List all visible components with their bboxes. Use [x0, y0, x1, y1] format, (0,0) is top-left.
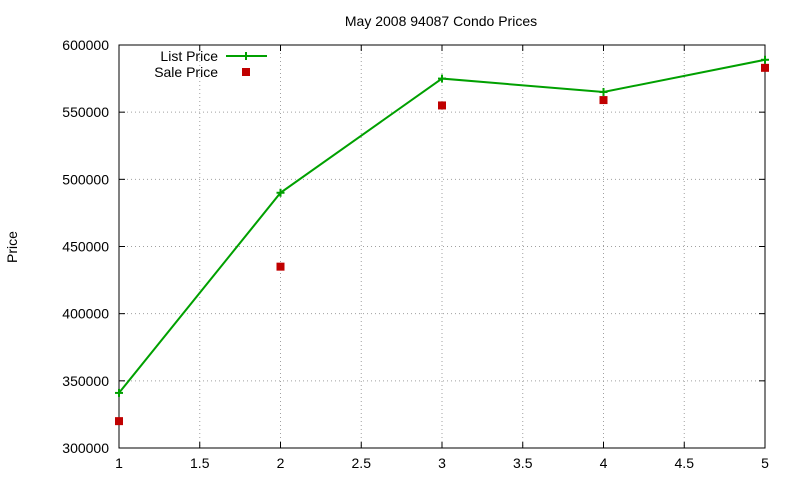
chart-title: May 2008 94087 Condo Prices: [345, 13, 537, 29]
y-axis-label: Price: [4, 231, 20, 263]
list-price-point: [761, 55, 769, 64]
data-series: [115, 55, 769, 426]
x-tick-label: 5: [761, 455, 769, 471]
x-tick-label: 2.5: [352, 455, 372, 471]
legend-label: List Price: [160, 48, 218, 64]
sale-price-point: [438, 101, 446, 110]
sale-price-point: [115, 417, 123, 426]
legend-swatch-plus: [242, 52, 250, 60]
series-sale-price: [115, 63, 769, 426]
axis-ticks: 1 1.5 2 2.5 3 3.5 4 4.5 5 300000 350000 400000 45000…: [62, 37, 769, 471]
legend-label: Sale Price: [154, 64, 218, 80]
y-tick-label: 500000: [62, 171, 109, 187]
x-tick-label: 4: [600, 455, 608, 471]
list-price-point: [115, 388, 123, 397]
x-tick-label: 1: [115, 455, 123, 471]
y-tick-label: 600000: [62, 37, 109, 53]
sale-price-point: [276, 262, 285, 271]
x-tick-label: 4.5: [675, 455, 695, 471]
list-price-point: [599, 88, 608, 97]
x-tick-label: 1.5: [190, 455, 210, 471]
sale-price-point: [761, 63, 769, 72]
series-list-price: [115, 55, 769, 397]
y-tick-label: 300000: [62, 440, 109, 456]
x-tick-label: 3.5: [513, 455, 533, 471]
legend-swatch-square: [242, 68, 250, 76]
x-tick-label: 2: [277, 455, 285, 471]
y-tick-label: 350000: [62, 373, 109, 389]
sale-price-point: [599, 96, 608, 105]
y-tick-label: 400000: [62, 306, 109, 322]
y-tick-label: 550000: [62, 104, 109, 120]
y-tick-label: 450000: [62, 239, 109, 255]
x-tick-label: 3: [438, 455, 446, 471]
list-price-point: [438, 74, 446, 83]
list-price-point: [276, 188, 285, 197]
